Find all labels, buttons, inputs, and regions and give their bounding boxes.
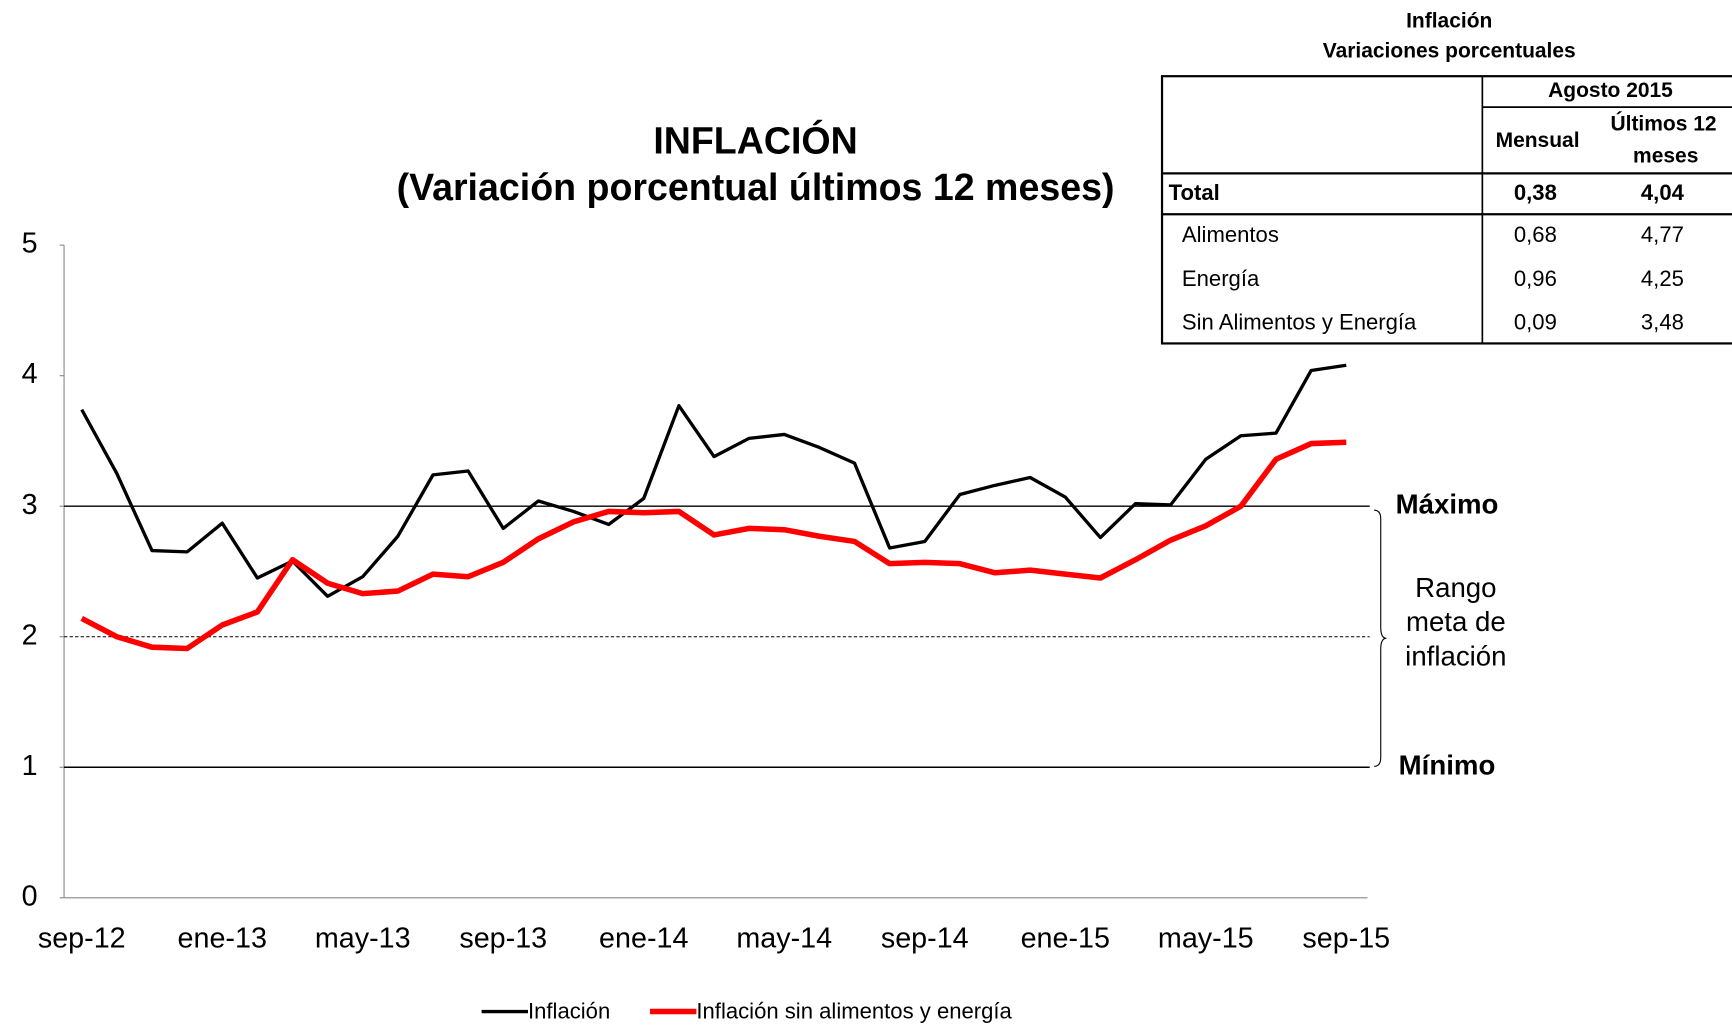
x-tick-label: sep-15	[1302, 922, 1390, 954]
x-tick-label: sep-13	[459, 922, 547, 954]
table-cell: 0,09	[1514, 309, 1557, 334]
table-row-label: Alimentos	[1182, 222, 1279, 247]
table-row-label: Sin Alimentos y Energía	[1182, 309, 1417, 334]
reference-label: Mínimo	[1399, 750, 1496, 781]
x-tick-label: may-14	[736, 922, 832, 954]
table-cell: 0,68	[1514, 222, 1557, 247]
x-tick-label: sep-12	[38, 922, 126, 954]
x-tick-label: may-13	[315, 922, 411, 954]
y-tick-label: 3	[22, 489, 38, 521]
y-tick-label: 5	[22, 228, 38, 260]
range-brace	[1374, 509, 1387, 767]
x-tick-label: may-15	[1158, 922, 1254, 954]
table-cell: 4,04	[1641, 180, 1685, 205]
table-cell: 0,96	[1514, 266, 1557, 291]
y-tick-label: 4	[22, 358, 38, 390]
table-column: meses	[1633, 144, 1698, 167]
reference-label: Máximo	[1396, 489, 1499, 520]
chart-subtitle: (Variación porcentual últimos 12 meses)	[397, 166, 1115, 208]
x-tick-label: ene-14	[599, 922, 688, 954]
range-label: inflación	[1405, 640, 1506, 671]
legend-label: Inflación	[528, 998, 610, 1023]
chart-title: INFLACIÓN	[653, 119, 857, 161]
table-frame	[1160, 75, 1732, 345]
table-cell: 4,77	[1641, 222, 1684, 247]
range-label: Rango	[1415, 572, 1496, 603]
table-row-label: Total	[1169, 180, 1220, 205]
table-cell: 0,38	[1514, 180, 1557, 205]
table-row-label: Energía	[1182, 266, 1260, 291]
table-title: Inflación	[1406, 10, 1492, 33]
table-column: Últimos 12	[1610, 111, 1716, 135]
table-title: Variaciones porcentuales	[1323, 39, 1576, 62]
table-period: Agosto 2015	[1548, 79, 1673, 102]
table-cell: 3,48	[1641, 309, 1684, 334]
x-tick-label: ene-13	[178, 922, 267, 954]
range-label: meta de	[1406, 606, 1506, 637]
table-cell: 4,25	[1641, 266, 1684, 291]
y-tick-label: 1	[22, 750, 38, 782]
y-tick-label: 2	[22, 619, 38, 651]
x-tick-label: sep-14	[881, 922, 969, 954]
legend-label: Inflación sin alimentos y energía	[696, 998, 1012, 1023]
series-line	[80, 363, 1347, 598]
y-tick-label: 0	[22, 880, 38, 912]
x-tick-label: ene-15	[1021, 922, 1110, 954]
series-line	[80, 439, 1347, 652]
table-column: Mensual	[1496, 129, 1580, 152]
